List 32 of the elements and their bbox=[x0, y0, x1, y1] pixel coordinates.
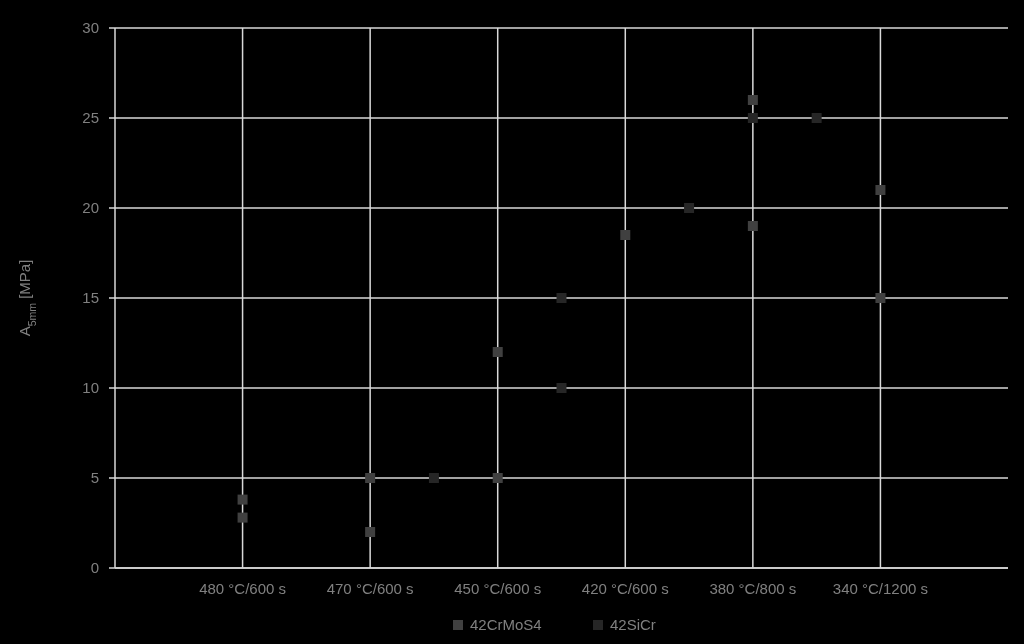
point bbox=[556, 293, 567, 303]
point bbox=[747, 95, 758, 105]
point bbox=[684, 203, 695, 213]
x-tick-label: 470 °C/600 s bbox=[326, 580, 414, 597]
y-tick-label: 25 bbox=[82, 109, 99, 127]
legend-label: 42SiCr bbox=[610, 616, 656, 634]
x-tick-label: 480 °C/600 s bbox=[199, 580, 287, 597]
point bbox=[875, 185, 886, 195]
point bbox=[237, 512, 248, 523]
point bbox=[556, 383, 567, 393]
point bbox=[620, 230, 631, 240]
point bbox=[747, 113, 758, 123]
y-tick-label: 0 bbox=[90, 559, 99, 577]
point bbox=[492, 473, 503, 483]
point bbox=[875, 293, 886, 303]
legend-label: 42CrMoS4 bbox=[470, 616, 542, 634]
y-tick-label: 15 bbox=[82, 289, 99, 307]
point bbox=[237, 494, 248, 505]
y-tick-label: 10 bbox=[82, 379, 99, 397]
x-tick-label: 380 °C/800 s bbox=[709, 580, 797, 597]
point bbox=[492, 347, 503, 357]
y-tick-label: 20 bbox=[82, 199, 99, 217]
point bbox=[365, 473, 376, 483]
point bbox=[428, 473, 439, 483]
y-tick-label: 30 bbox=[82, 19, 99, 37]
point bbox=[365, 527, 376, 537]
y-tick-label: 5 bbox=[90, 469, 99, 487]
x-tick-label: 420 °C/600 s bbox=[581, 580, 669, 597]
point bbox=[811, 113, 822, 123]
x-tick-label: 340 °C/1200 s bbox=[832, 580, 929, 597]
x-tick-label: 450 °C/600 s bbox=[454, 580, 542, 597]
point bbox=[747, 221, 758, 231]
